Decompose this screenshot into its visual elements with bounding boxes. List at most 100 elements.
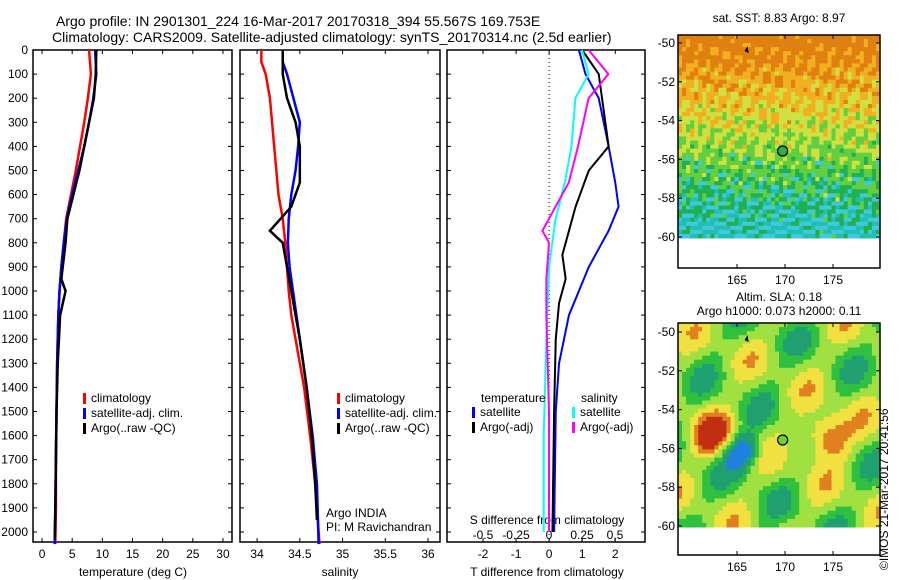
- map-cell: [718, 39, 723, 44]
- map-cell: [827, 116, 833, 121]
- map-cell: [815, 95, 820, 101]
- map-cell: [690, 116, 695, 121]
- map-cell: [787, 116, 792, 121]
- map-cell: [859, 473, 865, 479]
- map-cell: [831, 71, 837, 77]
- map-cell: [819, 384, 824, 389]
- map-cell: [839, 331, 845, 336]
- map-cell: [847, 478, 853, 483]
- map-cell: [799, 457, 804, 463]
- map-cell: [851, 136, 857, 142]
- map-cell: [742, 185, 748, 190]
- map-cell: [795, 59, 800, 64]
- map-cell: [827, 197, 833, 202]
- map-cell: [831, 35, 837, 40]
- map-cell: [827, 445, 833, 450]
- map-cell: [839, 380, 845, 385]
- map-cell: [678, 376, 683, 381]
- map-cell: [795, 181, 800, 186]
- map-cell: [690, 59, 695, 64]
- map-cell: [827, 136, 833, 142]
- map-cell: [831, 79, 837, 85]
- map-cell: [787, 400, 792, 406]
- map-cell: [710, 351, 715, 357]
- map-cell: [839, 189, 845, 194]
- map-cell: [746, 461, 752, 467]
- map-cell: [774, 160, 780, 166]
- map-cell: [799, 152, 804, 158]
- map-cell: [726, 197, 732, 202]
- map-cell: [787, 482, 792, 487]
- map-cell: [738, 51, 744, 56]
- map-cell: [694, 95, 699, 101]
- map-cell: [714, 416, 719, 422]
- map-cell: [722, 87, 727, 93]
- map-cell: [843, 323, 849, 328]
- map-cell: [706, 457, 711, 463]
- map-cell: [718, 486, 723, 491]
- map-cell: [807, 457, 812, 463]
- map-cell: [758, 339, 764, 344]
- map-cell: [783, 355, 788, 361]
- map-cell: [787, 99, 792, 105]
- map-cell: [851, 67, 857, 73]
- map-cell: [819, 396, 824, 402]
- map-cell: [827, 343, 833, 348]
- map-cell: [779, 229, 784, 235]
- map-cell: [855, 469, 861, 475]
- map-cell: [807, 205, 812, 211]
- map-cell: [750, 449, 756, 455]
- map-cell: [746, 359, 752, 365]
- map-cell: [686, 108, 691, 113]
- map-cell: [742, 404, 748, 410]
- map-cell: [682, 404, 687, 410]
- map-cell: [678, 363, 683, 369]
- map-cell: [702, 152, 707, 158]
- map-cell: [694, 323, 699, 328]
- map-cell: [730, 478, 736, 483]
- map-cell: [867, 437, 873, 442]
- map-cell: [847, 177, 853, 182]
- map-cell: [754, 478, 760, 483]
- map-cell: [770, 233, 776, 239]
- map-cell: [871, 152, 877, 158]
- map-cell: [787, 177, 792, 182]
- map-cell: [851, 420, 857, 426]
- map-cell: [774, 213, 780, 219]
- map-cell: [682, 473, 687, 479]
- map-cell: [871, 95, 877, 101]
- map-cell: [823, 51, 828, 56]
- map-cell: [811, 39, 816, 44]
- map-cell: [678, 221, 683, 227]
- map-cell: [698, 71, 703, 77]
- depth-tick-label: 2000: [1, 525, 28, 539]
- map-cell: [823, 99, 828, 105]
- map-cell: [799, 201, 804, 207]
- map-cell: [791, 164, 796, 170]
- map-cell: [718, 51, 723, 56]
- map-cell: [795, 347, 800, 353]
- map-cell: [831, 95, 837, 101]
- map-cell: [734, 425, 740, 430]
- map-cell: [843, 494, 849, 499]
- map-cell: [766, 453, 772, 459]
- map-cell: [807, 144, 812, 150]
- map-cell: [831, 152, 837, 158]
- map-cell: [706, 189, 711, 194]
- map-cell: [855, 201, 861, 207]
- map-cell: [831, 429, 837, 434]
- map-cell: [819, 465, 824, 471]
- map-cell: [867, 156, 873, 162]
- map-cell: [774, 201, 780, 207]
- map-cell: [754, 152, 760, 158]
- map-cell: [770, 160, 776, 166]
- map-cell: [843, 185, 849, 190]
- map-cell: [698, 160, 703, 166]
- map-cell: [815, 71, 820, 77]
- map-cell: [706, 376, 711, 381]
- map-cell: [799, 461, 804, 467]
- map-cell: [783, 445, 788, 450]
- map-cell: [682, 201, 687, 207]
- map-cell: [690, 473, 695, 479]
- map-cell: [714, 486, 719, 491]
